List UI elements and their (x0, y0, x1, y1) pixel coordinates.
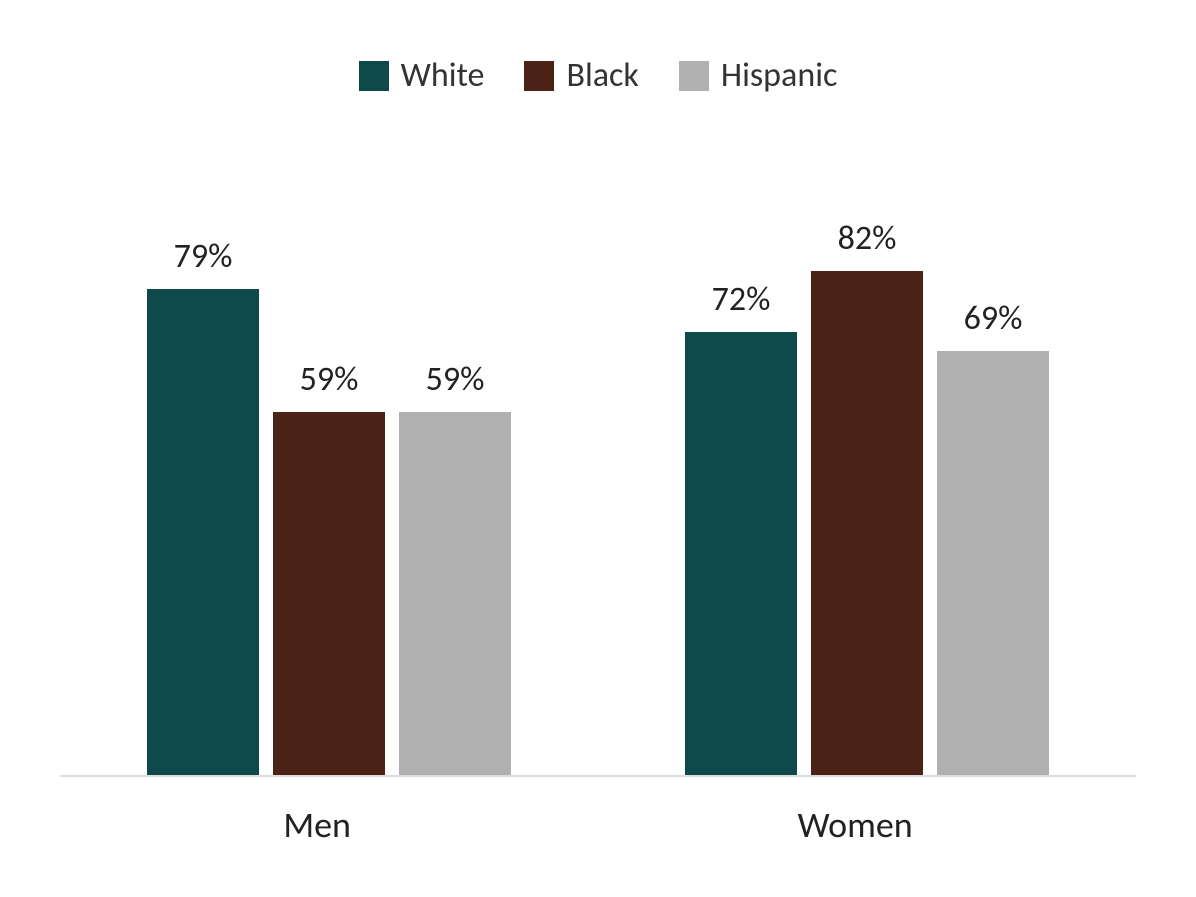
legend-marker-white-icon (359, 61, 389, 91)
bar-women-white: 72% (685, 332, 797, 775)
bar-men-hispanic: 59% (399, 412, 511, 775)
bar-value-label: 79% (125, 236, 282, 277)
bar-chart: White Black Hispanic 79% 59% (0, 0, 1196, 897)
bar-women-hispanic: 69% (937, 351, 1049, 775)
legend-item-white: White (359, 55, 485, 96)
bar-wrap: 79% (147, 160, 259, 775)
legend-marker-hispanic-icon (679, 61, 709, 91)
bar-men-black: 59% (273, 412, 385, 775)
bar-value-label: 59% (377, 359, 534, 400)
chart-legend: White Black Hispanic (0, 55, 1196, 96)
bar-value-label: 69% (915, 298, 1072, 339)
bar-women-black: 82% (811, 271, 923, 775)
legend-label: Black (566, 55, 638, 96)
bar-group-women: 72% 82% 69% (685, 160, 1049, 775)
bar-groups: 79% 59% 59% 72% (60, 160, 1136, 775)
legend-marker-black-icon (524, 61, 554, 91)
bar-wrap: 82% (811, 160, 923, 775)
bar-men-white: 79% (147, 289, 259, 775)
legend-label: Hispanic (721, 55, 837, 96)
bar-wrap: 69% (937, 160, 1049, 775)
x-axis-label: Men (283, 803, 351, 847)
x-axis-label: Women (798, 803, 913, 847)
x-axis-labels: Men Women (60, 803, 1136, 847)
bar-wrap: 59% (399, 160, 511, 775)
legend-item-black: Black (524, 55, 638, 96)
bar-value-label: 82% (789, 218, 946, 259)
plot-area: 79% 59% 59% 72% (60, 160, 1136, 777)
bar-wrap: 72% (685, 160, 797, 775)
bar-wrap: 59% (273, 160, 385, 775)
bar-group-men: 79% 59% 59% (147, 160, 511, 775)
legend-item-hispanic: Hispanic (679, 55, 837, 96)
legend-label: White (401, 55, 485, 96)
bar-value-label: 72% (663, 279, 820, 320)
